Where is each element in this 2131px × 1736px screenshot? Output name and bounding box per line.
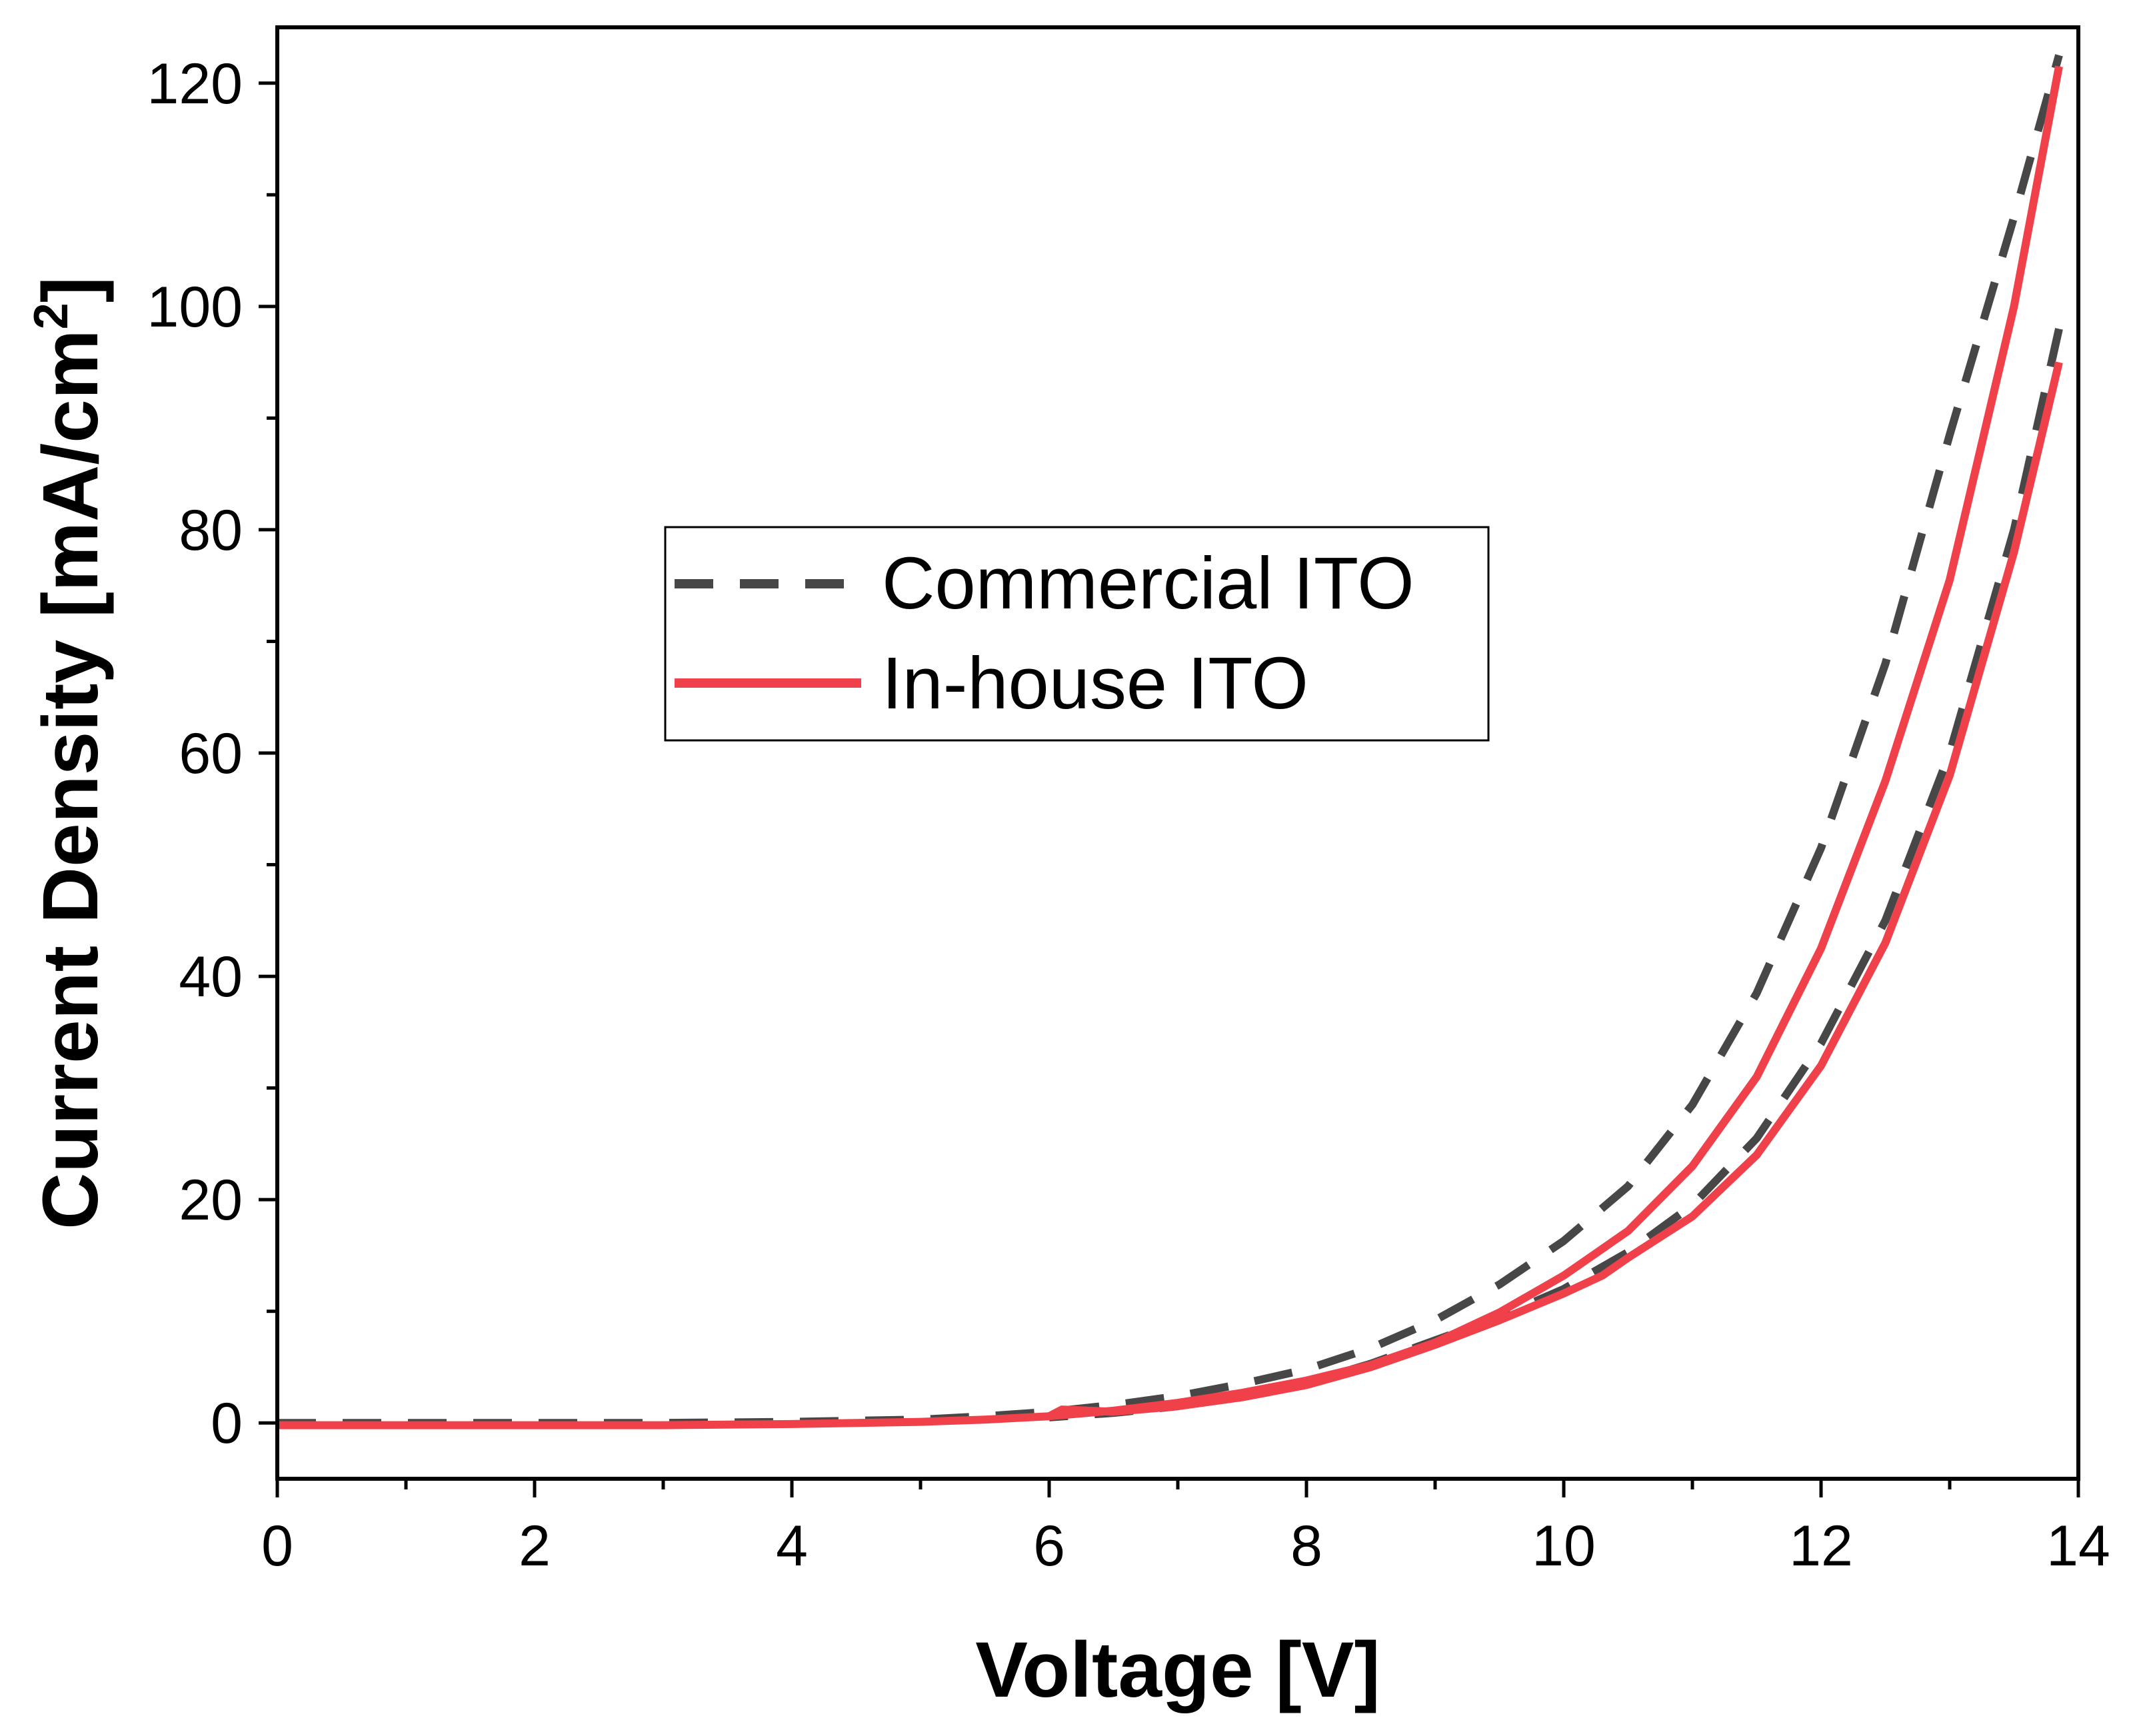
y-tick-label: 0: [211, 1391, 243, 1455]
y-axis-tick-labels: 0 20 40 60 80 100 120: [147, 52, 243, 1455]
plot-area: [275, 25, 2080, 1481]
y-axis-title-close: ]: [27, 277, 115, 303]
y-axis-ticks: [259, 81, 277, 1425]
x-tick-label: 8: [1290, 1514, 1322, 1578]
series-line-in-house-ito-return: [1047, 361, 2063, 1420]
x-axis-ticks: [275, 1479, 2080, 1497]
x-tick-label: 10: [1532, 1514, 1596, 1578]
y-tick-label: 20: [179, 1168, 243, 1232]
y-axis-title: Current Density [mA/cm2]: [25, 277, 115, 1230]
x-tick-label: 2: [519, 1514, 551, 1578]
x-tick-label: 6: [1033, 1514, 1065, 1578]
series-line-in-house-ito: [277, 65, 2063, 1429]
y-axis-title-main: Current Density [mA/cm: [27, 329, 115, 1230]
y-tick-label: 80: [179, 498, 243, 562]
x-tick-label: 14: [2046, 1514, 2110, 1578]
x-tick-label: 12: [1789, 1514, 1853, 1578]
x-axis-title: Voltage [V]: [975, 1626, 1380, 1714]
x-tick-label: 0: [261, 1514, 293, 1578]
legend-box: [664, 526, 1490, 742]
legend: Commercial ITO In-house ITO: [664, 526, 1490, 742]
series-line-commercial-ito-return: [1049, 328, 2063, 1421]
x-tick-label: 4: [776, 1514, 808, 1578]
x-axis-tick-labels: 0 2 4 6 8 10 12 14: [261, 1514, 2110, 1578]
y-tick-label: 60: [179, 722, 243, 786]
y-tick-label: 120: [147, 52, 243, 116]
series-layer: [277, 54, 2063, 1429]
plot-frame: [275, 25, 2080, 1481]
legend-label-commercial-ito: Commercial ITO: [882, 542, 1414, 624]
y-tick-label: 40: [179, 945, 243, 1009]
y-axis-title-superscript: 2: [25, 303, 78, 329]
y-tick-label: 100: [147, 275, 243, 339]
legend-label-in-house-ito: In-house ITO: [882, 642, 1308, 724]
